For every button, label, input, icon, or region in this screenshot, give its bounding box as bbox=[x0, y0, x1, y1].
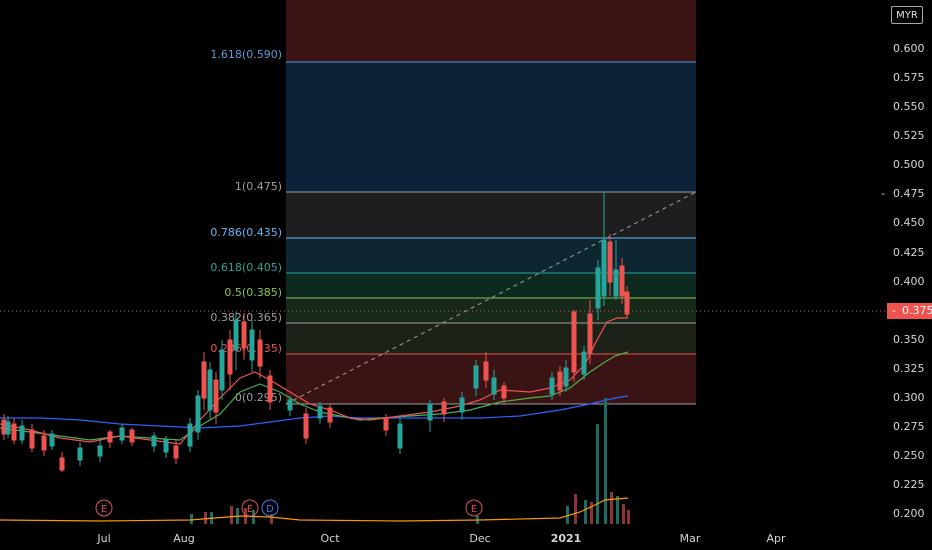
price-label: 0.350 bbox=[893, 333, 925, 346]
candles-jan-up bbox=[549, 192, 619, 400]
price-label: 0.450 bbox=[893, 216, 925, 229]
candles-aug-up bbox=[187, 312, 255, 452]
time-label-mar: Mar bbox=[680, 532, 701, 545]
fib-zone-0618 bbox=[286, 273, 696, 298]
volume-bars bbox=[0, 398, 630, 524]
earnings-marker-3-label: E bbox=[471, 504, 477, 515]
dividend-marker bbox=[261, 499, 279, 517]
time-axis: Jul Aug Oct Dec 2021 Mar Apr bbox=[96, 532, 786, 545]
price-label: 0.475 bbox=[893, 187, 925, 200]
price-scale-drag-area[interactable] bbox=[873, 0, 932, 525]
earnings-marker-3 bbox=[465, 499, 483, 517]
price-label: 0.325 bbox=[893, 362, 925, 375]
price-label: 0.300 bbox=[893, 391, 925, 404]
fib-lines bbox=[285, 61, 697, 405]
last-price-tag: -0.375 bbox=[887, 303, 932, 319]
price-label: 0.400 bbox=[893, 275, 925, 288]
price-label: 0.550 bbox=[893, 100, 925, 113]
time-label-oct: Oct bbox=[320, 532, 340, 545]
fib-label-0786: 0.786(0.435) bbox=[210, 226, 282, 239]
fib-zone-top bbox=[286, 0, 696, 62]
candles-jul bbox=[1, 414, 179, 472]
fib-label-1: 1(0.475) bbox=[235, 180, 282, 193]
earnings-marker-2 bbox=[241, 499, 259, 517]
price-label: 0.575 bbox=[893, 71, 925, 84]
fib-label-0: 0(0.295) bbox=[235, 391, 282, 404]
fib-trend-line bbox=[285, 191, 697, 405]
event-markers[interactable]: E E D E bbox=[95, 499, 483, 517]
fib-zone-1 bbox=[286, 192, 696, 238]
fib-label-0382: 0.382(0.365) bbox=[210, 311, 282, 324]
price-label: 0.600 bbox=[893, 42, 925, 55]
earnings-marker-1-label: E bbox=[101, 504, 107, 515]
price-axis: 0.600 0.575 0.550 0.525 0.500 0.475 - 0.… bbox=[881, 42, 925, 520]
time-label-jul: Jul bbox=[96, 532, 110, 545]
fib-zones bbox=[286, 0, 696, 404]
price-label: 0.225 bbox=[893, 478, 925, 491]
ema-fast-line bbox=[0, 317, 628, 445]
fib-zone-1618 bbox=[286, 62, 696, 192]
candles-oct-dec bbox=[287, 360, 497, 454]
candles-aug-down bbox=[201, 314, 309, 444]
candles-jul-up bbox=[5, 416, 169, 466]
price-label: 0.525 bbox=[893, 129, 925, 142]
time-label-dec: Dec bbox=[469, 532, 490, 545]
price-label: 0.425 bbox=[893, 246, 925, 259]
time-label-2021: 2021 bbox=[551, 532, 582, 545]
price-tag-dash: - bbox=[892, 304, 896, 317]
fib-label-1618: 1.618(0.590) bbox=[210, 48, 282, 61]
price-label: 0.250 bbox=[893, 449, 925, 462]
volume-ma-line bbox=[0, 497, 629, 522]
fib-label-05: 0.5(0.385) bbox=[224, 286, 282, 299]
price-label: 0.275 bbox=[893, 420, 925, 433]
price-tick-marker: - bbox=[881, 187, 885, 200]
fib-zone-05 bbox=[286, 298, 696, 323]
candles-oct-dec-down bbox=[327, 352, 507, 436]
fib-label-0618: 0.618(0.405) bbox=[210, 261, 282, 274]
candles-jan-down bbox=[557, 234, 630, 396]
currency-button[interactable]: MYR bbox=[891, 6, 923, 24]
earnings-marker-1 bbox=[95, 499, 113, 517]
fib-zone-0382 bbox=[286, 323, 696, 354]
fib-labels: 1.618(0.590) 1(0.475) 0.786(0.435) 0.618… bbox=[210, 48, 282, 404]
fib-zone-0236 bbox=[286, 354, 696, 404]
last-price-value: 0.375 bbox=[901, 304, 932, 317]
dividend-marker-label: D bbox=[266, 504, 274, 515]
earnings-marker-2-label: E bbox=[247, 504, 253, 515]
fib-zone-0786 bbox=[286, 238, 696, 273]
price-label: 0.200 bbox=[893, 507, 925, 520]
time-label-apr: Apr bbox=[766, 532, 786, 545]
candlesticks bbox=[1, 192, 630, 472]
price-label: 0.500 bbox=[893, 158, 925, 171]
time-scale-drag-area[interactable] bbox=[0, 525, 873, 550]
time-label-aug: Aug bbox=[173, 532, 194, 545]
